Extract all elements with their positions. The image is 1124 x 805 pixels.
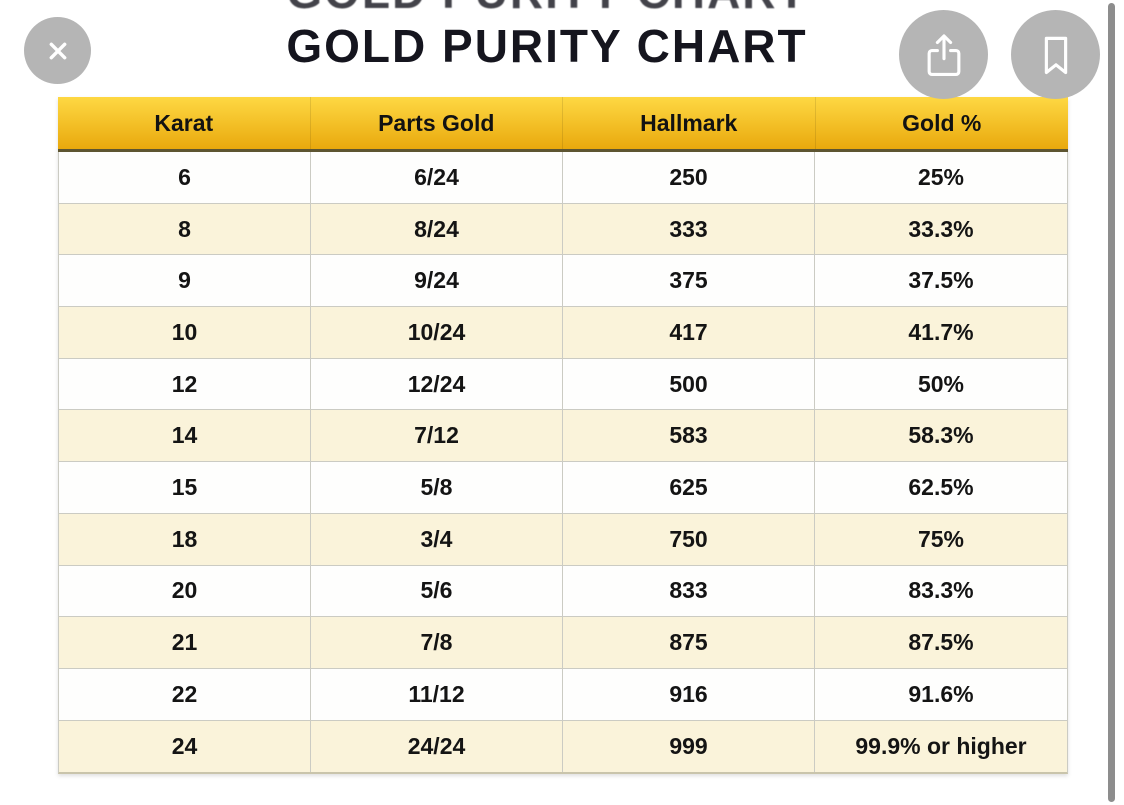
- share-icon: [922, 31, 966, 79]
- table-cell: 9: [59, 255, 311, 307]
- close-icon: [42, 35, 74, 67]
- column-header: Karat: [58, 97, 311, 149]
- share-button[interactable]: [899, 10, 988, 99]
- table-cell: 417: [563, 307, 815, 358]
- bookmark-icon: [1035, 32, 1077, 78]
- table-cell: 91.6%: [908, 680, 974, 707]
- table-row: 8 8/24 333 33.3%: [59, 203, 1067, 256]
- table-cell: 9/24: [311, 255, 563, 307]
- table-cell: 750: [563, 513, 815, 565]
- table-cell: 50%: [917, 370, 965, 397]
- table-cell: 333: [563, 203, 815, 255]
- column-header: Parts Gold: [311, 97, 563, 149]
- table-cell: 24: [59, 720, 311, 773]
- column-header: Gold %: [902, 109, 982, 136]
- table-cell: 24/24: [311, 720, 563, 773]
- table-cell: 916: [563, 668, 815, 720]
- table-cell: 12: [59, 358, 311, 410]
- column-header: Hallmark: [563, 97, 816, 149]
- table-row: 15 5/8 625 62.5%: [59, 462, 1067, 514]
- table-cell: 5/8: [311, 462, 563, 513]
- table-cell: 5/6: [311, 565, 563, 617]
- table-cell: 6/24: [311, 152, 563, 203]
- table-cell: 15: [59, 462, 311, 513]
- table-cell: 83.3%: [908, 577, 974, 604]
- table-cell: 20: [59, 565, 311, 617]
- table-row: 10 10/24 417 41.7%: [59, 307, 1067, 359]
- table-row: 20 5/6 833 83.3%: [59, 565, 1067, 618]
- table-cell: 33.3%: [908, 215, 974, 242]
- table-cell: 625: [563, 462, 815, 513]
- table-cell: 375: [563, 255, 815, 307]
- table-cell: 999: [563, 720, 815, 773]
- table-cell: 41.7%: [908, 318, 974, 345]
- table-cell: 583: [563, 410, 815, 462]
- table-row: 6 6/24 250 25%: [59, 152, 1067, 204]
- table-row: 12 12/24 500 50%: [59, 358, 1067, 411]
- table-cell: 500: [563, 358, 815, 410]
- table-cell: 62.5%: [908, 473, 974, 500]
- table-cell: 10: [59, 307, 311, 358]
- gold-purity-table: Karat Parts Gold Hallmark Gold % 6 6/24 250 25…: [58, 97, 1068, 775]
- table-cell: 58.3%: [908, 422, 974, 449]
- table-cell: 833: [563, 565, 815, 617]
- page-title: GOLD PURITY CHART: [286, 20, 808, 72]
- table-cell: 18: [59, 513, 311, 565]
- table-cell: 75%: [917, 525, 965, 552]
- table-cell: 21: [59, 617, 311, 668]
- table-header-row: Karat Parts Gold Hallmark Gold %: [58, 97, 1068, 152]
- table-row: 22 11/12 916 91.6%: [59, 668, 1067, 721]
- table-cell: 25%: [917, 163, 965, 190]
- table-cell: 87.5%: [908, 629, 974, 656]
- table-cell: 8: [59, 203, 311, 255]
- table-cell: 7/12: [311, 410, 563, 462]
- table-cell: 250: [563, 152, 815, 203]
- table-cell: 6: [59, 152, 311, 203]
- table-row: 21 7/8 875 87.5%: [59, 617, 1067, 669]
- close-button[interactable]: [24, 17, 91, 84]
- table-cell: 12/24: [311, 358, 563, 410]
- table-row: 9 9/24 375 37.5%: [59, 255, 1067, 308]
- table-cell: 22: [59, 668, 311, 720]
- table-cell: 3/4: [311, 513, 563, 565]
- table-body: 6 6/24 250 25% 8 8/24 333 33.3% 9 9/24 375 37.5% 10 1…: [58, 152, 1068, 775]
- table-row: 24 24/24 999 99.9% or higher: [59, 720, 1067, 773]
- table-row: 14 7/12 583 58.3%: [59, 410, 1067, 463]
- table-cell: 7/8: [311, 617, 563, 668]
- vertical-scrollbar[interactable]: [1108, 3, 1115, 802]
- table-cell: 99.9% or higher: [855, 732, 1027, 759]
- table-cell: 10/24: [311, 307, 563, 358]
- bookmark-button[interactable]: [1011, 10, 1100, 99]
- table-cell: 875: [563, 617, 815, 668]
- table-cell: 8/24: [311, 203, 563, 255]
- table-row: 18 3/4 750 75%: [59, 513, 1067, 566]
- table-cell: 11/12: [311, 668, 563, 720]
- table-cell: 14: [59, 410, 311, 462]
- table-cell: 37.5%: [908, 267, 974, 294]
